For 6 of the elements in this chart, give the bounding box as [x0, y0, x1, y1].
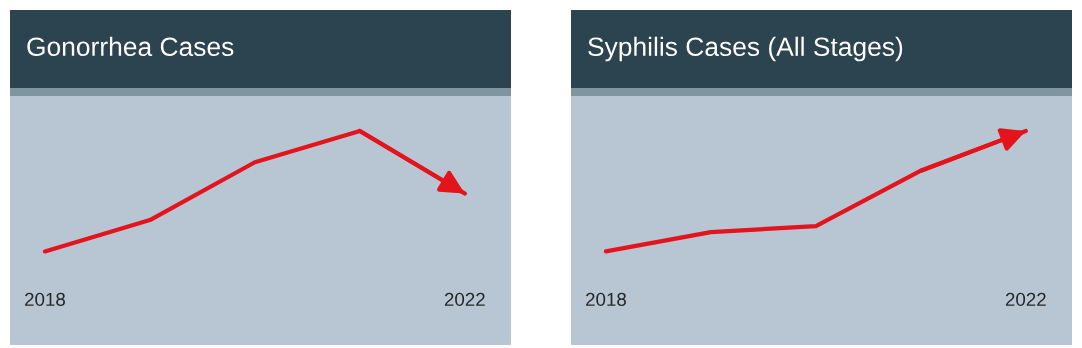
x-tick-label: 2022 — [444, 292, 485, 306]
chart-title: Syphilis Cases (All Stages) — [588, 36, 903, 62]
chart-title: Gonorrhea Cases — [27, 36, 234, 57]
x-tick-label: 2018 — [25, 292, 65, 306]
x-tick-label: 2022 — [1005, 292, 1046, 306]
x-tick-label: 2018 — [586, 292, 626, 306]
